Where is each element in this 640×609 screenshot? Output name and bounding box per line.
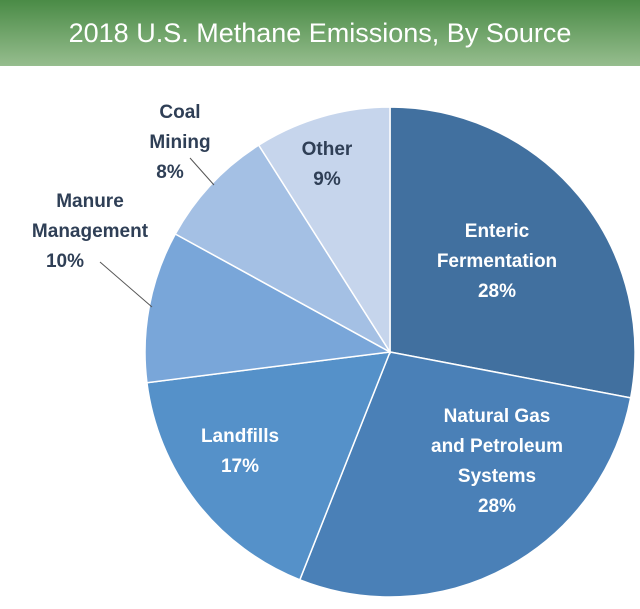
pie-slice bbox=[257, 106, 391, 355]
pie-slice bbox=[146, 351, 392, 581]
pie-slice bbox=[298, 351, 632, 598]
data-label: Coal Mining 8% bbox=[149, 102, 210, 183]
pie-slice bbox=[144, 232, 393, 384]
chart-title: 2018 U.S. Methane Emissions, By Source bbox=[0, 0, 640, 66]
data-label: Other 9% bbox=[302, 139, 353, 190]
data-label: Landfills 17% bbox=[201, 426, 279, 477]
pie-slice bbox=[389, 106, 636, 399]
data-label: Enteric Fermentation 28% bbox=[437, 221, 557, 302]
leader-line bbox=[189, 157, 215, 186]
leader-line bbox=[99, 261, 153, 308]
pie-slice bbox=[174, 144, 391, 353]
data-label: Manure Management 10% bbox=[32, 191, 149, 272]
data-label: Natural Gas and Petroleum Systems 28% bbox=[431, 406, 563, 517]
